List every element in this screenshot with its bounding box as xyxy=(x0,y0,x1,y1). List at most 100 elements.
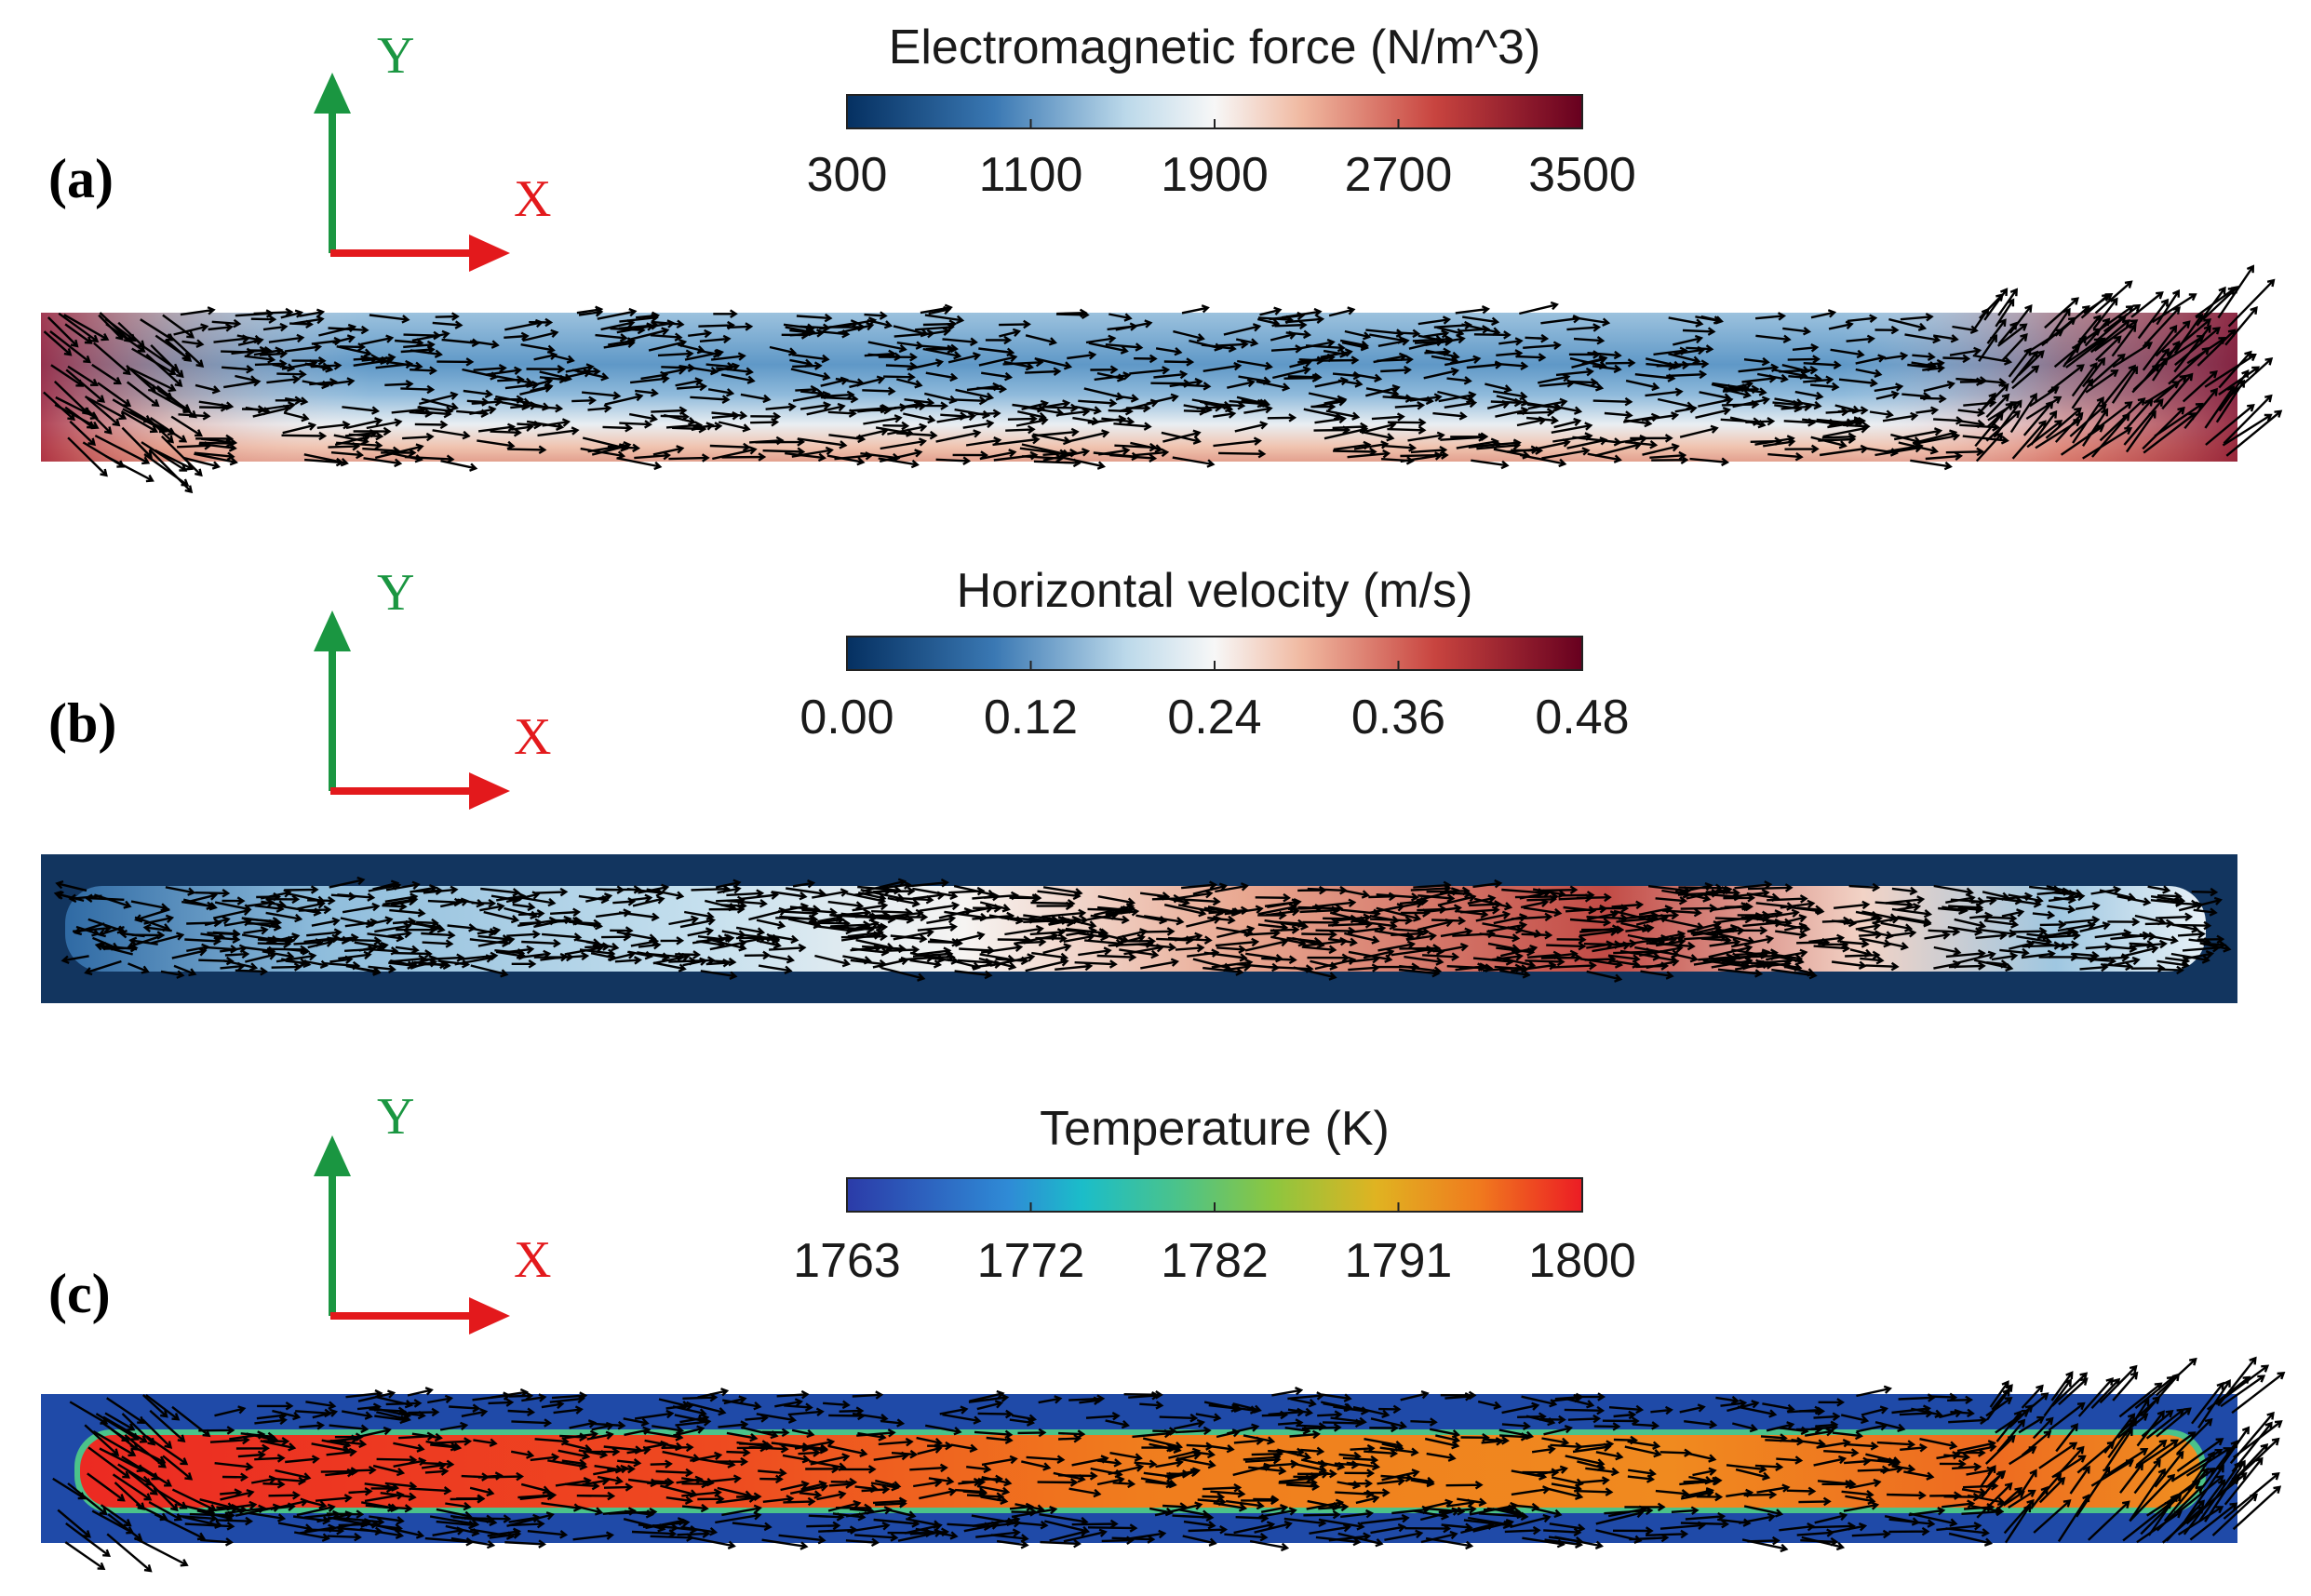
vector-arrow xyxy=(150,932,185,945)
vector-arrow xyxy=(327,1434,360,1444)
vector-arrow xyxy=(792,878,816,889)
vector-arrow xyxy=(461,1408,489,1417)
vector-arrow xyxy=(1352,373,1383,383)
vector-arrow xyxy=(1460,1432,1490,1442)
vector-arrow xyxy=(262,1480,286,1489)
vector-arrow xyxy=(814,954,851,968)
vector-arrow xyxy=(997,935,1032,945)
vector-arrow xyxy=(954,408,991,420)
vector-arrow xyxy=(477,422,517,433)
vector-arrow xyxy=(247,345,273,355)
vector-arrow xyxy=(155,1488,188,1509)
vector-arrow xyxy=(2009,1404,2034,1428)
vector-arrow xyxy=(272,1409,302,1421)
vector-arrow xyxy=(282,422,317,435)
vector-arrow xyxy=(2033,1499,2072,1534)
vector-arrow xyxy=(912,949,954,959)
vector-arrow xyxy=(2072,396,2104,444)
vector-arrow xyxy=(173,964,197,977)
vector-arrow xyxy=(1303,408,1343,421)
vector-arrow xyxy=(246,1432,279,1444)
vector-arrow xyxy=(336,1516,385,1526)
vector-arrow xyxy=(320,1467,359,1476)
vector-arrow xyxy=(1303,1509,1341,1520)
vector-arrow xyxy=(299,308,326,317)
vector-arrow xyxy=(1216,925,1256,939)
vector-arrow xyxy=(1996,323,2028,347)
vector-arrow xyxy=(864,311,888,320)
vector-arrow xyxy=(1732,1422,1758,1433)
vector-arrow xyxy=(1635,961,1670,971)
vector-arrow xyxy=(2083,292,2114,315)
vector-arrow xyxy=(650,332,683,342)
vector-arrow xyxy=(414,420,449,430)
vector-arrow xyxy=(798,1448,821,1457)
vector-arrow xyxy=(1333,1405,1370,1415)
vector-arrow xyxy=(282,905,322,917)
vector-arrow xyxy=(184,1522,235,1531)
vector-arrow xyxy=(1903,1470,1935,1481)
vector-arrow xyxy=(1139,1401,1164,1410)
vector-arrow xyxy=(1634,373,1676,382)
vector-arrow xyxy=(268,333,305,343)
vector-arrow xyxy=(87,396,121,427)
vector-arrow xyxy=(134,916,171,932)
vector-arrow xyxy=(2150,898,2184,907)
colorbar-tick-label: 1791 xyxy=(1345,1234,1453,1288)
vector-arrow xyxy=(2227,1442,2269,1487)
vector-arrow xyxy=(555,1477,592,1487)
vector-arrow xyxy=(1647,954,1679,965)
vector-arrow xyxy=(129,368,177,393)
vector-arrow xyxy=(493,395,525,405)
vector-arrow xyxy=(1009,893,1041,903)
vector-arrow xyxy=(1321,355,1360,365)
vector-arrow xyxy=(634,1409,675,1420)
vector-arrow xyxy=(928,1476,955,1486)
vector-arrow xyxy=(595,333,628,342)
vector-arrow xyxy=(1138,927,1176,936)
vector-arrow xyxy=(1891,886,1918,896)
vector-arrow xyxy=(1551,1476,1584,1487)
vector-arrow xyxy=(687,927,715,937)
vector-arrow xyxy=(2017,350,2045,377)
vector-arrow xyxy=(145,353,183,387)
vector-arrow xyxy=(1006,1520,1049,1530)
vector-arrow xyxy=(2197,1379,2231,1428)
vector-arrow xyxy=(655,1468,694,1478)
vector-arrow xyxy=(345,417,383,430)
vector-arrow xyxy=(541,1502,583,1512)
vector-arrow xyxy=(2137,298,2170,340)
vector-arrow xyxy=(816,1490,847,1501)
vector-arrow xyxy=(1007,414,1039,423)
vector-arrow xyxy=(806,1521,841,1531)
vector-arrow xyxy=(1126,403,1151,413)
vector-arrow xyxy=(396,925,437,935)
vector-arrow xyxy=(2011,926,2048,936)
vector-arrow xyxy=(1975,432,2004,463)
vector-arrow xyxy=(665,1495,693,1505)
vector-arrow xyxy=(1476,441,1522,450)
vector-arrow xyxy=(789,358,813,369)
vector-arrow xyxy=(720,373,756,384)
vector-arrow xyxy=(103,943,139,953)
vector-arrow xyxy=(2174,327,2221,367)
vector-arrow xyxy=(1233,1521,1276,1535)
panel-b: (b) Y X Horizontal velocity (m/s) 0.00 0.… xyxy=(41,564,2237,1003)
vector-arrow xyxy=(1457,1497,1487,1507)
vector-arrow xyxy=(872,1496,907,1506)
vector-arrow xyxy=(1286,1482,1321,1491)
vector-arrow xyxy=(2119,1462,2144,1494)
vector-arrow xyxy=(58,312,100,343)
vector-arrow xyxy=(1473,330,1512,340)
vector-arrow xyxy=(257,936,294,946)
vector-arrow xyxy=(387,929,412,939)
vector-arrow xyxy=(1661,889,1691,899)
vector-arrow xyxy=(1500,944,1538,958)
y-axis-label: Y xyxy=(377,1088,414,1146)
vector-arrow xyxy=(167,333,205,369)
vector-arrow xyxy=(1215,882,1249,893)
vector-arrow xyxy=(114,1482,146,1510)
vector-arrow xyxy=(2030,409,2058,446)
vector-arrow xyxy=(1763,437,1796,448)
vector-arrow xyxy=(1581,355,1608,366)
